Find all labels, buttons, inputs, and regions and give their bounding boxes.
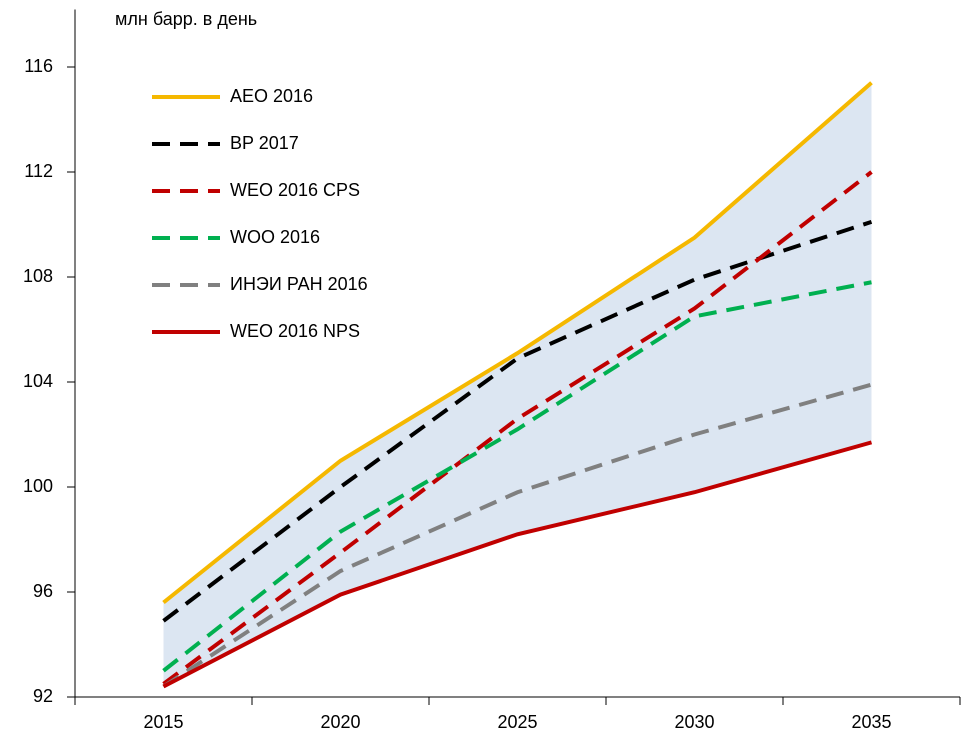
x-tick-label: 2015 bbox=[143, 712, 183, 732]
y-tick-label: 104 bbox=[23, 371, 53, 391]
series-line bbox=[162, 280, 872, 673]
series-line bbox=[162, 81, 873, 605]
legend-label: ИНЭИ РАН 2016 bbox=[230, 274, 368, 294]
legend-label: AEO 2016 bbox=[230, 86, 313, 106]
x-tick-label: 2030 bbox=[674, 712, 714, 732]
y-tick-label: 96 bbox=[33, 581, 53, 601]
x-tick-label: 2020 bbox=[320, 712, 360, 732]
series-line bbox=[162, 382, 873, 689]
y-axis-label: млн барр. в день bbox=[115, 9, 257, 29]
y-tick-label: 100 bbox=[23, 476, 53, 496]
y-tick-label: 116 bbox=[24, 56, 53, 76]
legend-label: BP 2017 bbox=[230, 133, 299, 153]
y-tick-label: 112 bbox=[24, 161, 53, 181]
y-tick-label: 108 bbox=[23, 266, 53, 286]
x-tick-label: 2025 bbox=[497, 712, 537, 732]
legend-label: WEO 2016 NPS bbox=[230, 321, 360, 341]
series-line bbox=[162, 170, 873, 686]
y-tick-label: 92 bbox=[33, 686, 53, 706]
legend-label: WEO 2016 CPS bbox=[230, 180, 360, 200]
x-tick-label: 2035 bbox=[851, 712, 891, 732]
series-line bbox=[162, 440, 873, 689]
series-line bbox=[162, 219, 873, 623]
legend-label: WOO 2016 bbox=[230, 227, 320, 247]
range-band bbox=[163, 82, 872, 687]
